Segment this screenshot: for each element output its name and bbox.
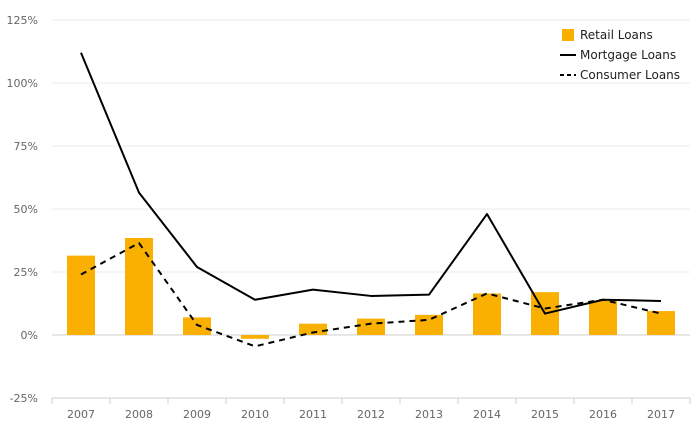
x-tick-label: 2009	[183, 408, 211, 421]
x-tick-label: 2016	[589, 408, 617, 421]
bar-2017	[647, 311, 675, 335]
legend: Retail Loans Mortgage Loans Consumer Loans	[560, 28, 680, 82]
x-tick-label: 2015	[531, 408, 559, 421]
y-tick-label: -25%	[10, 392, 38, 405]
bar-2012	[357, 318, 385, 335]
axes: -25% 0% 25% 50% 75% 100% 125% 2007 2008 2009 2010 2…	[7, 14, 691, 421]
bar-2013	[415, 314, 443, 335]
y-tick-label: 50%	[14, 203, 38, 216]
x-tick-label: 2013	[415, 408, 443, 421]
legend-label: Retail Loans	[580, 28, 653, 42]
bars	[67, 237, 675, 339]
lines	[80, 52, 662, 348]
y-tick-label: 125%	[7, 14, 38, 27]
bar-2011	[299, 323, 327, 335]
legend-label: Mortgage Loans	[580, 48, 676, 62]
bar-2016	[589, 300, 617, 335]
legend-swatch-bar	[562, 29, 574, 41]
consumer-loans-line	[80, 242, 662, 348]
x-tick-label: 2011	[299, 408, 327, 421]
bar-2009	[183, 317, 211, 335]
bar-2014	[473, 293, 501, 335]
x-tick-label: 2008	[125, 408, 153, 421]
x-tick-label: 2012	[357, 408, 385, 421]
y-tick-label: 100%	[7, 77, 38, 90]
bar-2007	[67, 255, 95, 335]
x-tick-label: 2014	[473, 408, 501, 421]
bar-2010	[241, 335, 269, 339]
x-tick-label: 2010	[241, 408, 269, 421]
x-tick-label: 2007	[67, 408, 95, 421]
bar-2008	[125, 237, 153, 335]
x-tick-label: 2017	[647, 408, 675, 421]
legend-label: Consumer Loans	[580, 68, 680, 82]
y-tick-label: 25%	[14, 266, 38, 279]
mortgage-loans-line	[80, 52, 662, 315]
y-tick-label: 0%	[21, 329, 38, 342]
y-tick-label: 75%	[14, 140, 38, 153]
